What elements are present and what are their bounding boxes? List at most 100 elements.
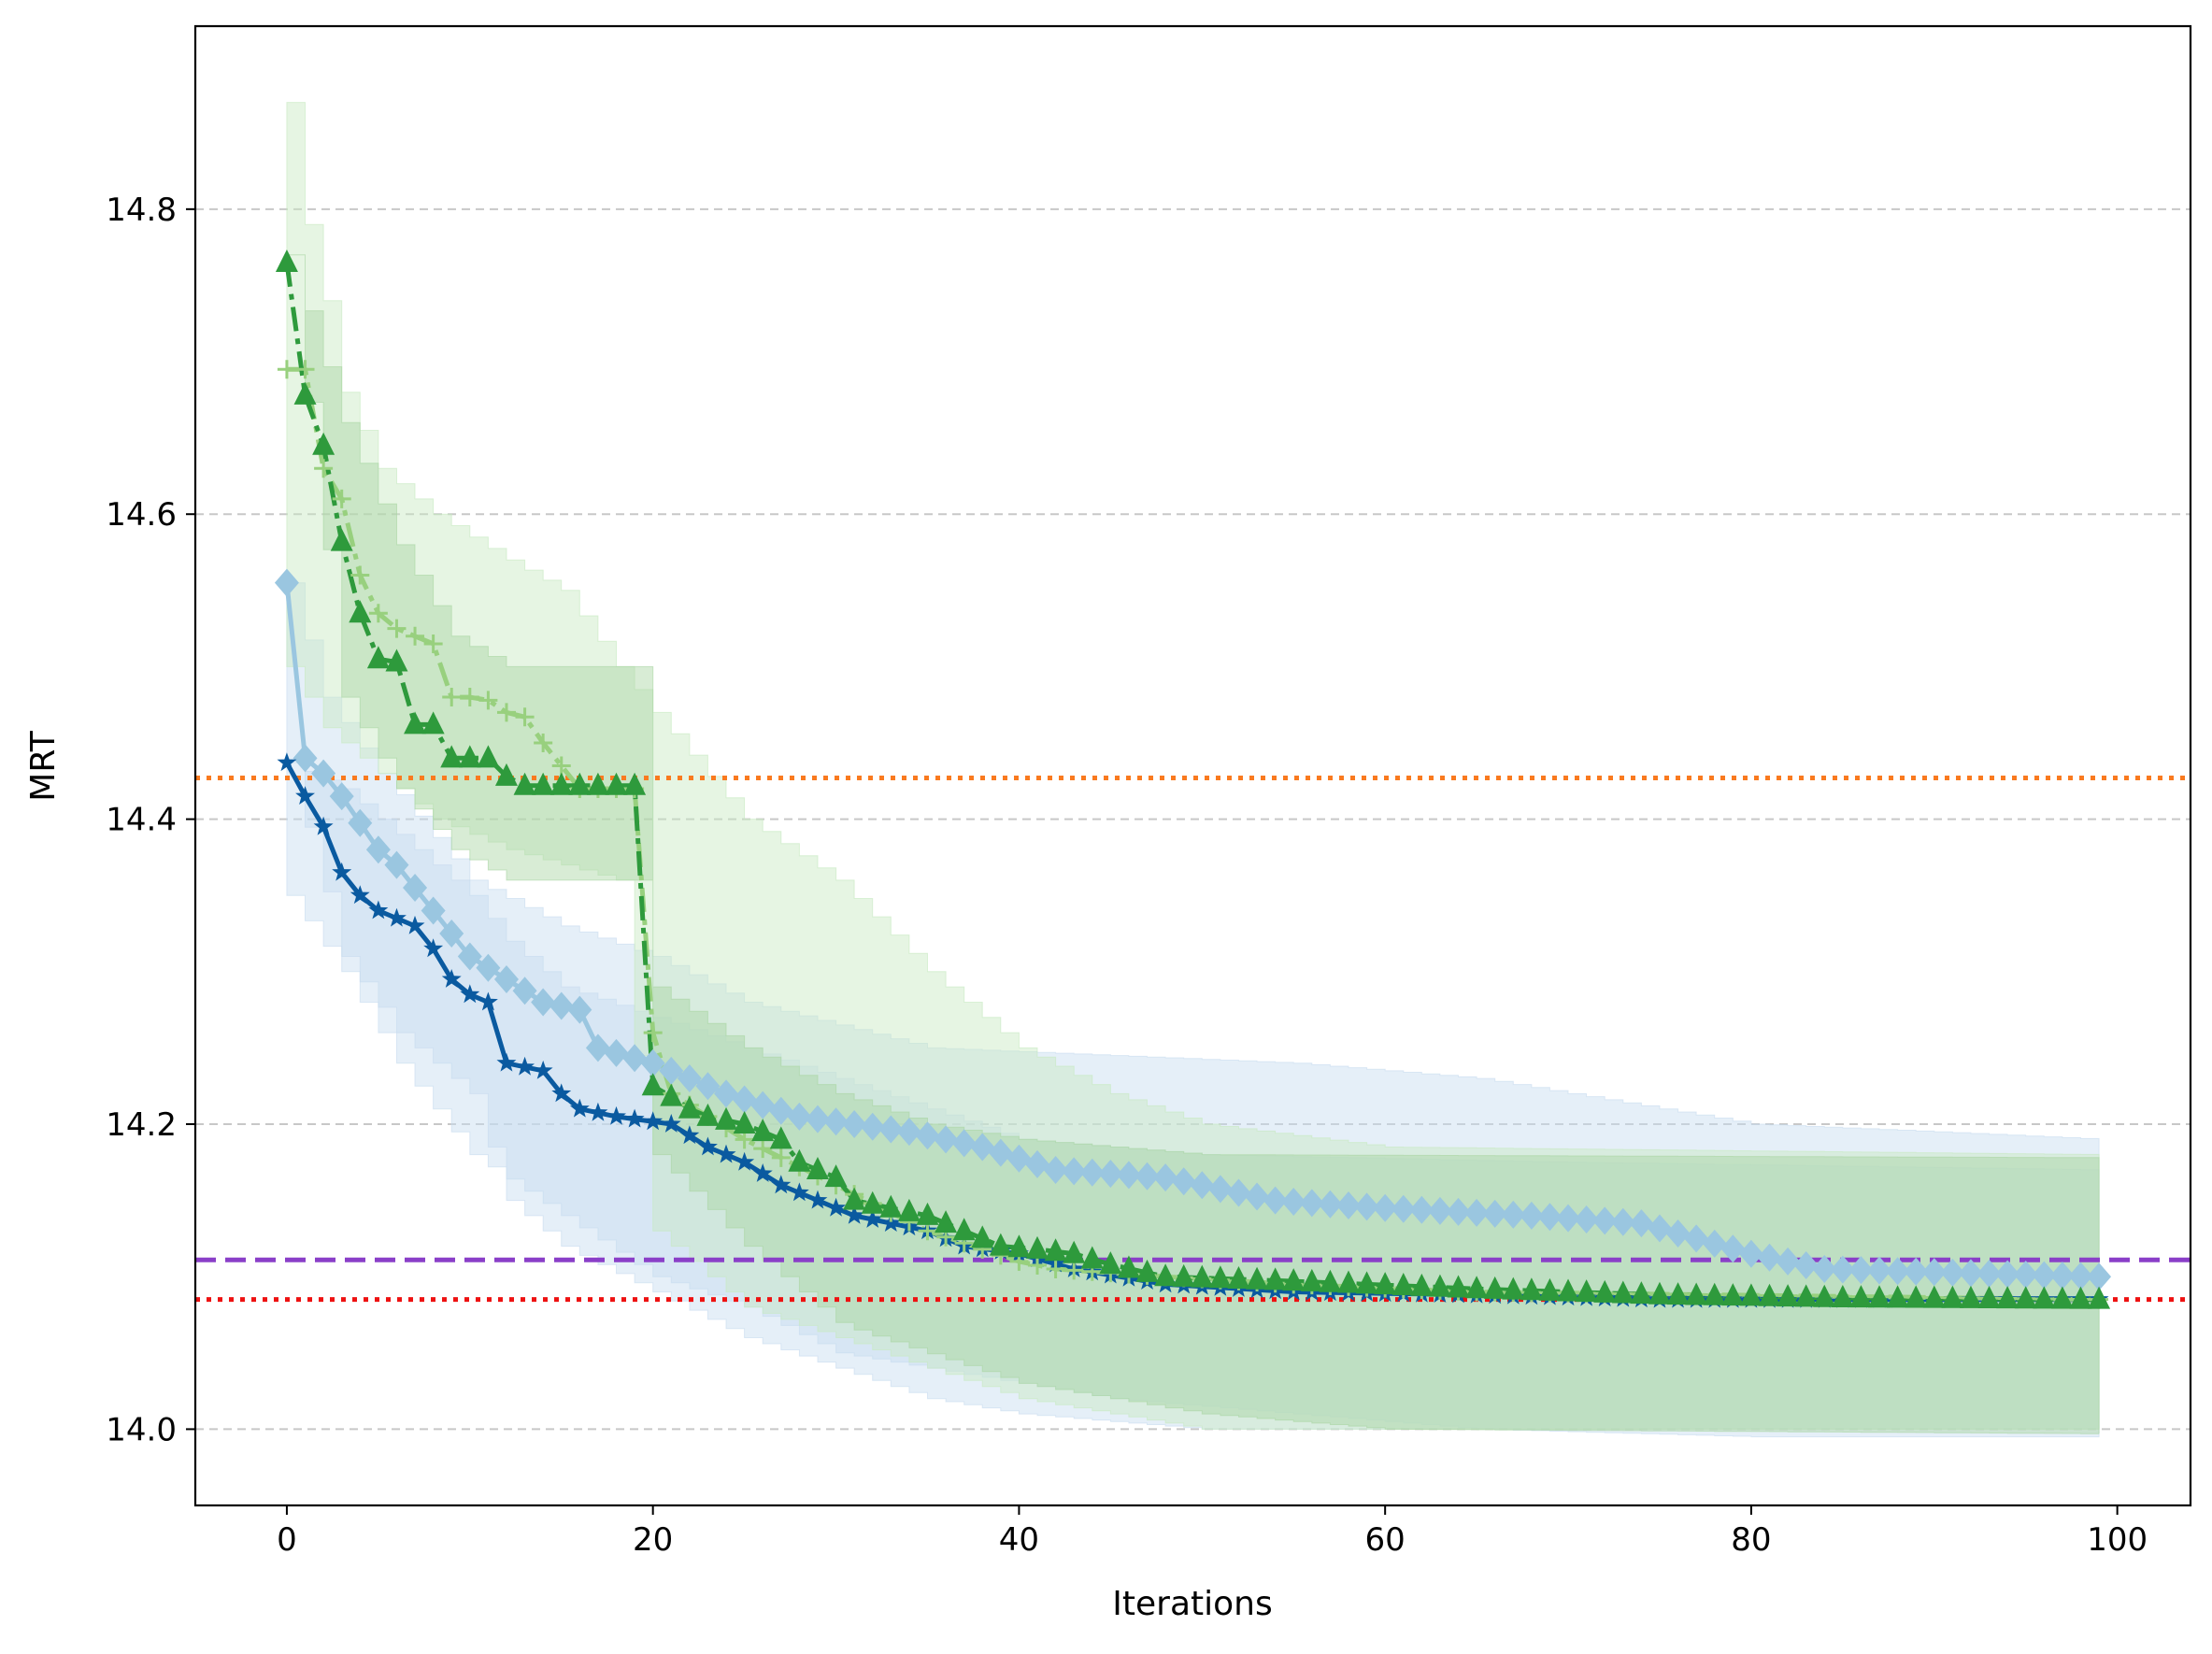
green-triangle-series-point: [1044, 1238, 1067, 1262]
light-blue-diamond-series-point: [1830, 1255, 1855, 1284]
y-axis-label: MRT: [24, 730, 63, 801]
green-triangle-series-point: [1208, 1265, 1232, 1289]
green-triangle-series-point: [751, 1119, 775, 1142]
green-triangle-series-point: [2050, 1286, 2074, 1309]
x-tick-label: 0: [277, 1521, 297, 1559]
light-blue-diamond-series-point: [567, 995, 592, 1024]
light-blue-diamond-series-point: [860, 1112, 885, 1141]
green-triangle-series-point: [2033, 1286, 2056, 1309]
green-triangle-series-point: [1996, 1286, 2019, 1309]
light-green-plus-series-point: [442, 688, 462, 707]
green-triangle-series-point: [1758, 1283, 1781, 1306]
green-triangle-series-point: [1227, 1266, 1250, 1290]
light-green-plus-series-point: [496, 703, 516, 722]
light-green-plus-series-point: [295, 360, 315, 379]
green-triangle-series-point: [1922, 1285, 1946, 1308]
light-blue-diamond-series-point: [1610, 1207, 1635, 1236]
light-blue-diamond-series-point: [1977, 1259, 2002, 1288]
green-triangle-series-point: [733, 1111, 756, 1134]
light-green-plus-series-point: [406, 626, 425, 646]
green-triangle-series-point: [532, 772, 555, 795]
light-blue-diamond-series-point: [1665, 1219, 1691, 1248]
light-blue-diamond-series-point: [1318, 1190, 1343, 1219]
green-triangle-series-point: [1886, 1285, 1909, 1308]
green-triangle-series-point: [1336, 1270, 1360, 1293]
green-triangle-series-point: [1191, 1264, 1214, 1288]
light-blue-diamond-series-point: [659, 1056, 684, 1085]
light-green-plus-series-point: [1028, 1255, 1048, 1275]
light-blue-diamond-series-point: [1464, 1198, 1490, 1227]
green-triangle-series-point: [1391, 1272, 1415, 1295]
dark-blue-star-series-point: [863, 1209, 883, 1228]
dark-blue-star-series-point: [515, 1056, 535, 1076]
green-triangle-series-point: [1026, 1235, 1049, 1259]
light-green-plus-series-point: [478, 691, 498, 710]
green-triangle-series-point: [2069, 1286, 2092, 1309]
dark-blue-star-series-point: [826, 1197, 846, 1217]
green-triangle-series-point: [1172, 1263, 1195, 1287]
light-blue-diamond-series-point: [1354, 1192, 1379, 1221]
green-triangle-series-point: [1593, 1279, 1617, 1303]
light-blue-diamond-series-point: [1867, 1256, 1892, 1285]
green-triangle-series-point: [513, 772, 536, 795]
x-tick-label: 80: [1731, 1521, 1771, 1559]
green-triangle-series-point: [1813, 1284, 1836, 1307]
green-triangle-series-point: [678, 1095, 701, 1119]
dark-blue-star-series-point: [679, 1125, 700, 1145]
light-blue-diamond-series-point: [1409, 1195, 1434, 1224]
green-triangle-series-point: [586, 772, 609, 795]
green-triangle-series-point: [1099, 1251, 1122, 1275]
green-triangle-series-point: [330, 528, 353, 551]
dark-blue-star-series-point: [607, 1105, 626, 1125]
dark-blue-star-series-point: [295, 786, 315, 805]
green-triangle-series-point: [440, 745, 464, 768]
dark-blue-star-series-point: [533, 1060, 553, 1079]
green-triangle-series-point: [1135, 1259, 1159, 1282]
light-blue-diamond-series-point: [1153, 1163, 1178, 1192]
green-triangle-series-point: [1117, 1255, 1140, 1278]
light-green-plus-series-point: [515, 707, 535, 727]
green-triangle-series-point: [275, 249, 298, 272]
light-blue-diamond-series-point: [787, 1102, 812, 1131]
green-triangle-series-point: [1410, 1273, 1434, 1296]
light-green-plus-series-point: [332, 489, 351, 508]
green-triangle-series-point: [1428, 1274, 1451, 1297]
light-blue-diamond-series-point: [1940, 1258, 1965, 1287]
dark-blue-star-series-point: [643, 1111, 664, 1131]
green-triangle-series-point: [605, 772, 628, 795]
green-triangle-series-point: [568, 772, 592, 795]
dark-blue-star-series-band: [286, 762, 2100, 1430]
green-triangle-series-point: [1666, 1282, 1690, 1305]
green-triangle-series-point: [494, 763, 518, 786]
light-blue-diamond-series-point: [1281, 1187, 1306, 1216]
light-blue-diamond-series-point: [1537, 1203, 1563, 1232]
x-tick-label: 100: [2087, 1521, 2148, 1559]
light-blue-diamond-series-point: [403, 874, 428, 903]
green-triangle-series-point: [660, 1083, 683, 1106]
light-blue-diamond-series-point: [896, 1118, 921, 1147]
light-blue-diamond-series-point: [531, 988, 556, 1017]
dark-blue-star-series-point: [423, 938, 444, 958]
light-green-plus-series-point: [350, 565, 370, 585]
green-triangle-series-point: [1355, 1271, 1378, 1294]
dark-blue-star-series-point: [460, 984, 480, 1004]
light-green-plus-series-point: [314, 459, 334, 478]
green-triangle-series-point: [715, 1106, 738, 1130]
light-blue-diamond-series-point: [1335, 1191, 1361, 1220]
green-triangle-series-point: [897, 1198, 920, 1221]
dark-blue-star-series-point: [771, 1175, 792, 1194]
light-blue-diamond-series-point: [1958, 1259, 1983, 1288]
light-green-plus-series-point: [1046, 1260, 1065, 1279]
green-triangle-series-point: [477, 745, 500, 768]
green-triangle-series-point: [1374, 1272, 1397, 1295]
light-blue-diamond-series-point: [604, 1038, 629, 1067]
green-triangle-series-point: [1648, 1281, 1671, 1305]
light-green-plus-series-point: [643, 1023, 663, 1043]
light-blue-diamond-series-point: [1501, 1200, 1526, 1229]
light-blue-diamond-series-point: [1062, 1157, 1087, 1186]
light-blue-diamond-series-point: [1793, 1250, 1819, 1279]
dark-blue-star-series-point: [624, 1108, 645, 1128]
green-triangle-series-point: [293, 381, 317, 405]
green-triangle-series-point: [1721, 1283, 1745, 1306]
